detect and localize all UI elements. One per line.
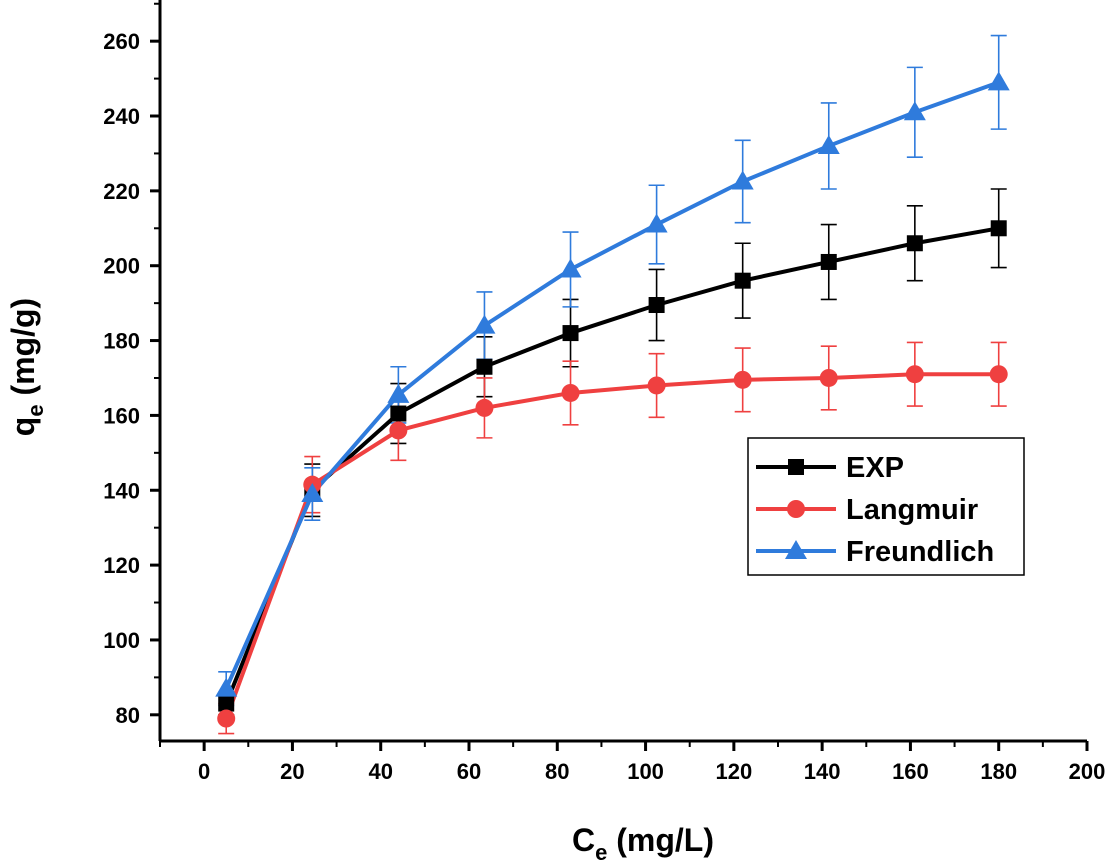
y-tick-label: 240	[103, 104, 140, 129]
freundlich-point	[215, 677, 238, 697]
langmuir-point	[647, 376, 666, 395]
y-tick-label: 260	[103, 29, 140, 54]
x-tick-label: 20	[280, 759, 304, 784]
legend-marker-langmuir	[787, 500, 805, 518]
x-tick-label: 40	[368, 759, 392, 784]
exp-point	[476, 358, 493, 375]
langmuir-point	[217, 709, 236, 728]
x-tick-label: 100	[627, 759, 664, 784]
freundlich-point	[301, 483, 324, 502]
langmuir-point	[819, 368, 838, 387]
y-axis-title-main: q	[5, 417, 41, 437]
langmuir-series-line	[224, 372, 999, 720]
exp-point	[906, 235, 923, 252]
x-tick-label: 60	[457, 759, 481, 784]
y-axis-title-sub: e	[23, 404, 48, 416]
legend-label-langmuir: Langmuir	[846, 494, 978, 526]
y-axis-title-unit: (mg/g)	[5, 298, 41, 405]
axes	[158, 0, 1087, 743]
y-tick-label: 160	[103, 403, 140, 428]
y-tick-label: 80	[116, 703, 140, 728]
exp-point	[390, 405, 407, 422]
x-tick-label: 80	[545, 759, 569, 784]
freundlich-point	[903, 101, 926, 121]
exp-point	[218, 695, 235, 712]
x-axis-title-main: C	[572, 822, 595, 858]
langmuir-point	[389, 421, 408, 440]
x-axis-title-unit: (mg/L)	[607, 822, 714, 858]
exp-series-line	[224, 226, 1000, 705]
x-axis-title-sub: e	[595, 840, 607, 864]
freundlich-point	[387, 383, 410, 403]
y-tick-label: 180	[103, 329, 140, 354]
x-axis-ticks: 0 20 40 60 80 100 120 140 160 180 200	[159, 741, 1106, 784]
legend-marker-exp	[788, 459, 804, 475]
y-tick-label: 140	[103, 478, 140, 503]
exp-point	[820, 253, 837, 270]
x-axis-title: Ce (mg/L)	[572, 822, 714, 864]
x-tick-label: 180	[980, 759, 1017, 784]
legend-label-exp: EXP	[846, 452, 904, 484]
freundlich-point	[645, 213, 668, 233]
error-bars	[218, 34, 1007, 735]
x-tick-label: 160	[892, 759, 929, 784]
exp-point	[648, 297, 665, 314]
x-tick-label: 120	[715, 759, 752, 784]
y-tick-label: 100	[103, 628, 140, 653]
series-lines	[224, 80, 1000, 720]
freundlich-series-line	[224, 80, 1000, 690]
langmuir-point	[905, 365, 924, 384]
x-tick-label: 0	[198, 759, 210, 784]
y-tick-label: 200	[103, 254, 140, 279]
langmuir-point	[475, 398, 494, 417]
exp-point	[562, 325, 579, 342]
legend-marker-freundlich	[785, 540, 807, 559]
legend: EXP Langmuir Freundlich	[747, 437, 1025, 576]
langmuir-point	[561, 383, 580, 402]
freundlich-point	[817, 134, 840, 154]
exp-point	[734, 272, 751, 289]
y-axis-title: qe (mg/g)	[5, 298, 48, 436]
langmuir-point	[989, 365, 1008, 384]
exp-point	[990, 220, 1007, 237]
langmuir-point	[733, 370, 752, 389]
legend-label-freundlich: Freundlich	[846, 536, 994, 568]
freundlich-point	[987, 71, 1010, 91]
freundlich-point	[473, 314, 496, 334]
y-tick-label: 220	[103, 179, 140, 204]
y-tick-label: 120	[103, 553, 140, 578]
freundlich-point	[559, 258, 582, 278]
x-tick-label: 200	[1069, 759, 1106, 784]
freundlich-point	[731, 170, 754, 190]
y-axis-ticks: 80 100 120 140 160 180 200 220 240 260	[103, 2, 160, 728]
data-markers	[215, 71, 1010, 728]
x-tick-label: 140	[804, 759, 841, 784]
